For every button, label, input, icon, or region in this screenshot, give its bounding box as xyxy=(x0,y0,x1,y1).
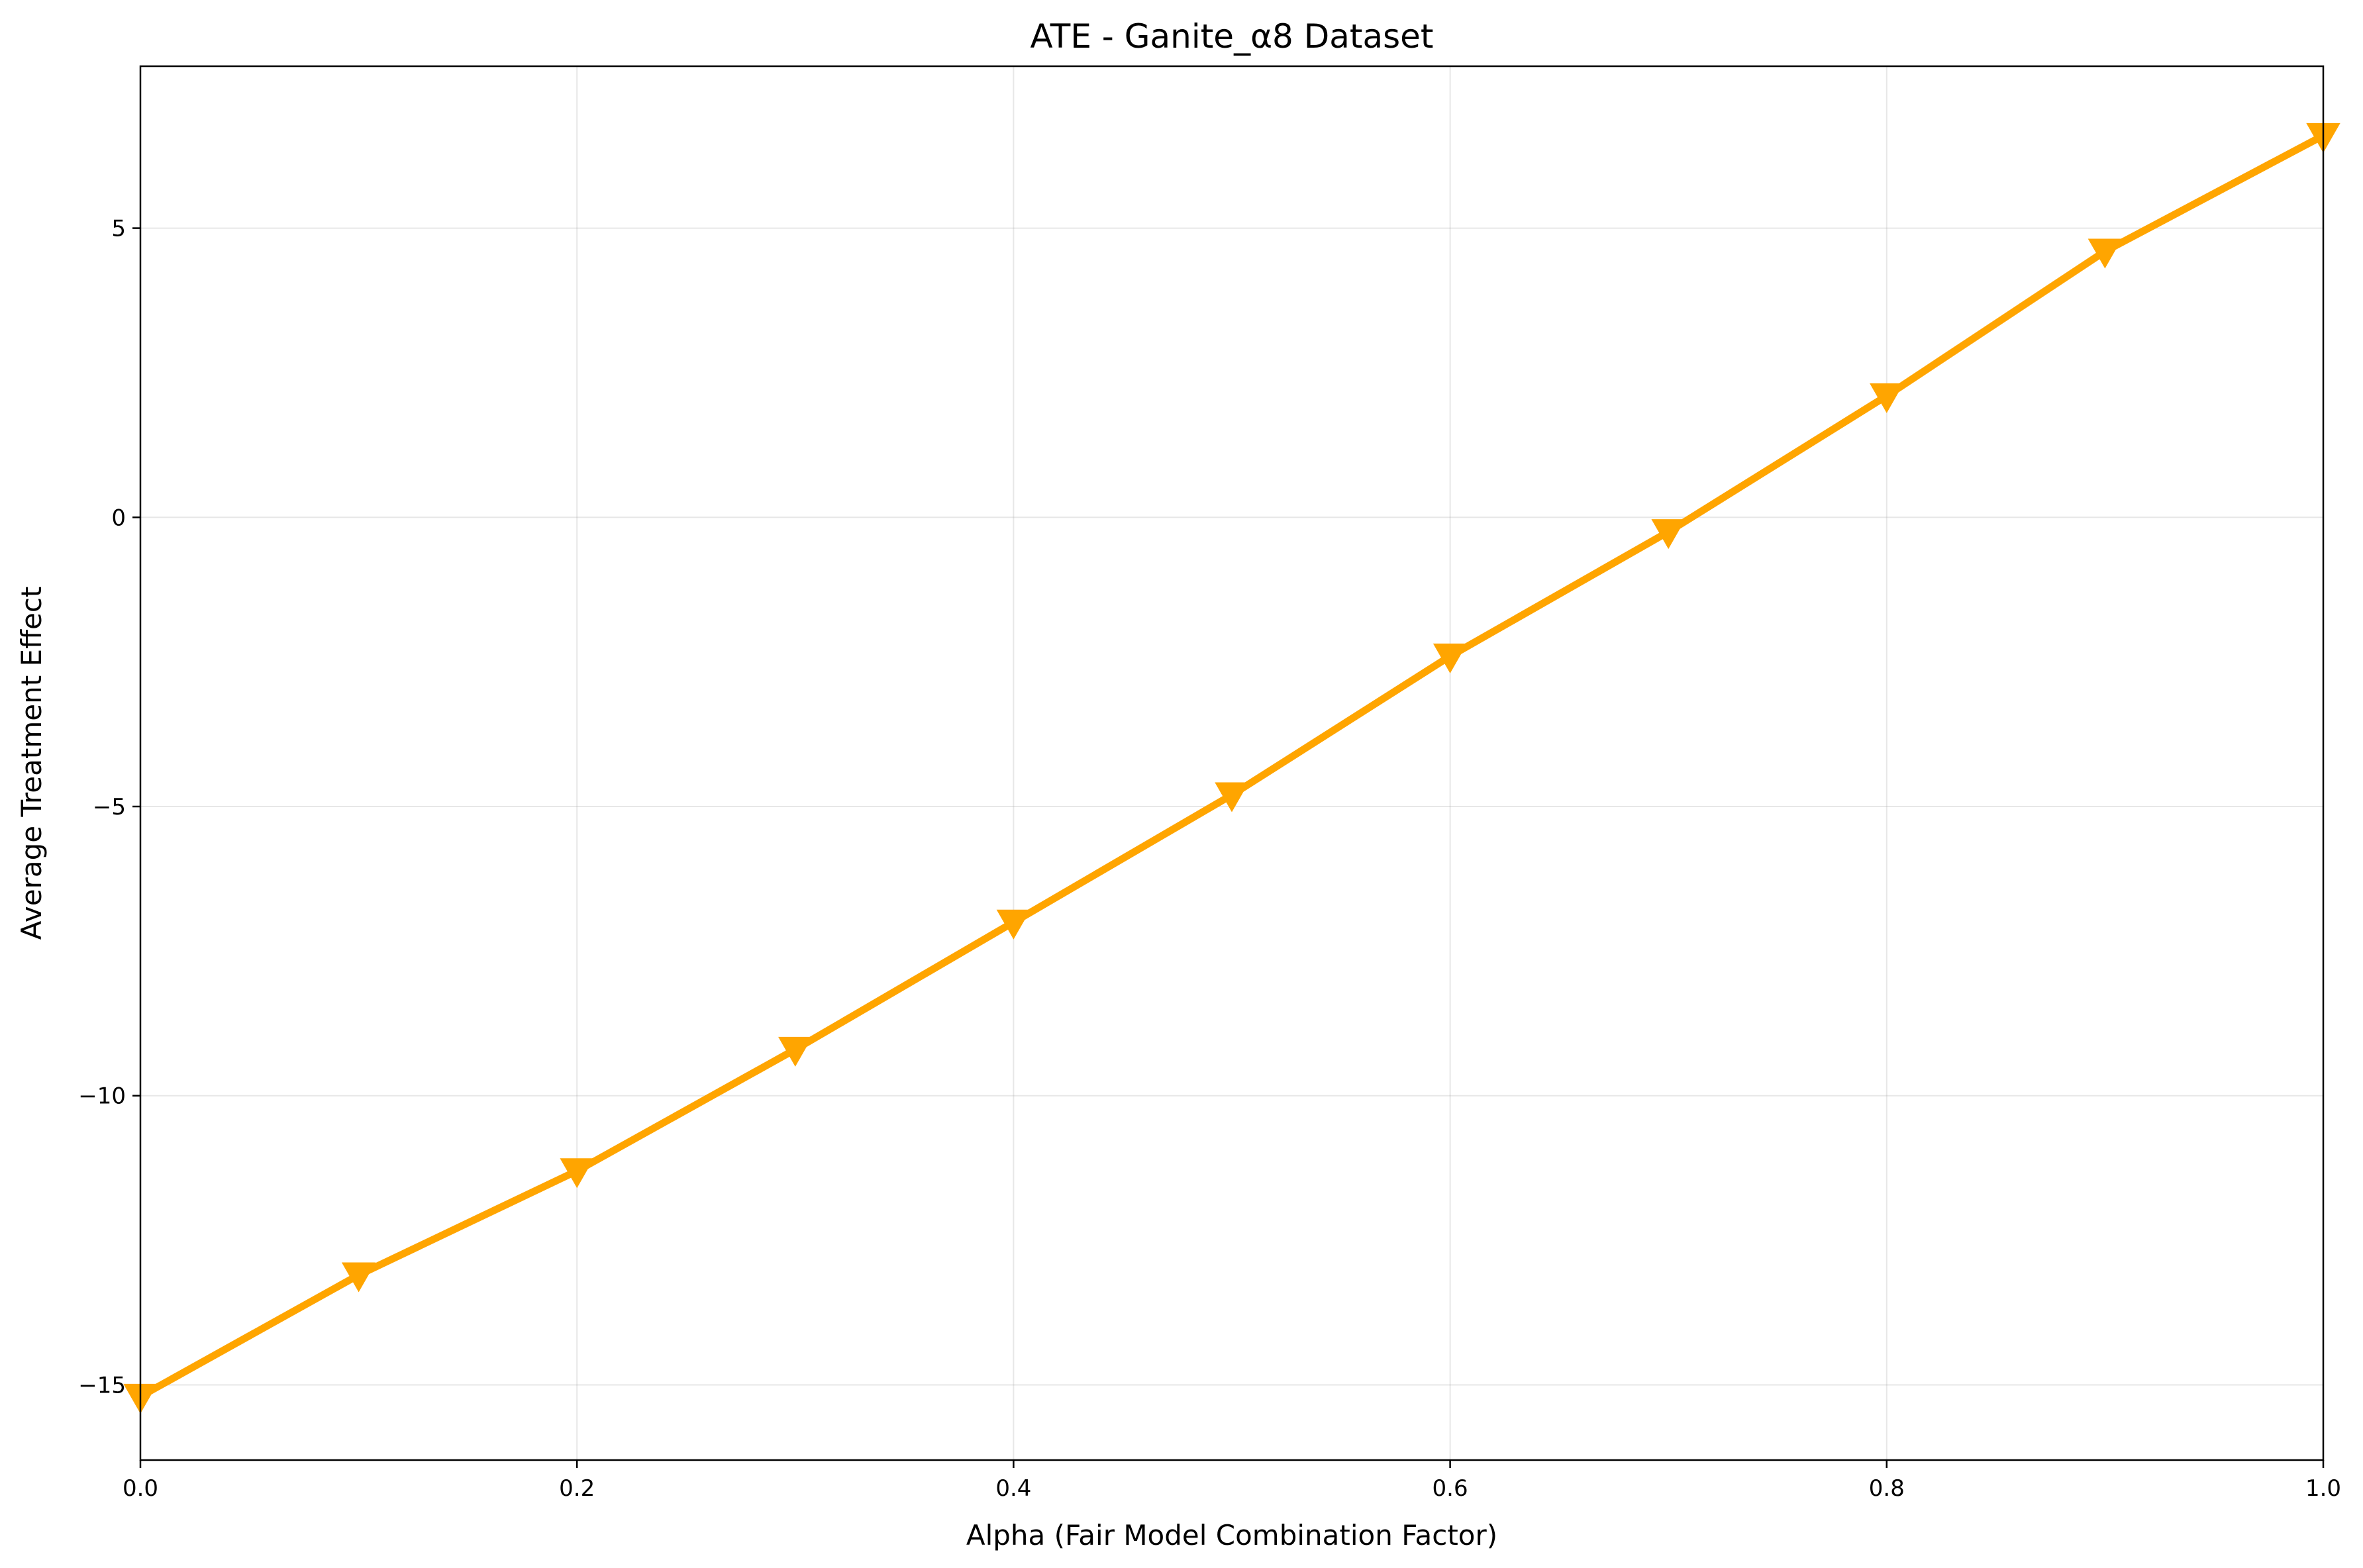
x-tick-label: 0.4 xyxy=(995,1475,1031,1502)
y-tick-label: 0 xyxy=(111,505,126,531)
x-tick-label: 0.8 xyxy=(1869,1475,1905,1502)
plot-frame xyxy=(139,65,2325,1461)
data-point-marker xyxy=(1215,782,1249,812)
y-tick-label: −10 xyxy=(78,1083,126,1110)
ticks: 0.0 0.2 0.4 0.6 0.8 1.0 −15 −10 −5 0 5 xyxy=(78,216,2341,1502)
y-axis-label: Average Treatment Effect xyxy=(15,587,48,940)
data-point-marker xyxy=(996,909,1031,940)
chart-title: ATE - Ganite_α8 Dataset xyxy=(1030,17,1433,56)
data-point-marker xyxy=(1651,519,1685,550)
x-tick-label: 0.6 xyxy=(1433,1475,1468,1502)
data-point-marker xyxy=(778,1036,813,1067)
data-point-marker xyxy=(1870,383,1904,413)
data-point-marker xyxy=(341,1262,376,1293)
x-tick-label: 0.0 xyxy=(123,1475,158,1502)
data-point-marker xyxy=(560,1158,594,1189)
x-tick-label: 0.2 xyxy=(559,1475,595,1502)
data-point-marker xyxy=(2087,238,2123,269)
data-point-marker xyxy=(1433,643,1468,673)
y-tick-label: 5 xyxy=(111,216,126,242)
x-axis-label: Alpha (Fair Model Combination Factor) xyxy=(966,1519,1497,1551)
y-tick-label: −5 xyxy=(93,794,126,820)
y-tick-label: −15 xyxy=(78,1372,126,1398)
x-tick-label: 1.0 xyxy=(2305,1475,2341,1502)
